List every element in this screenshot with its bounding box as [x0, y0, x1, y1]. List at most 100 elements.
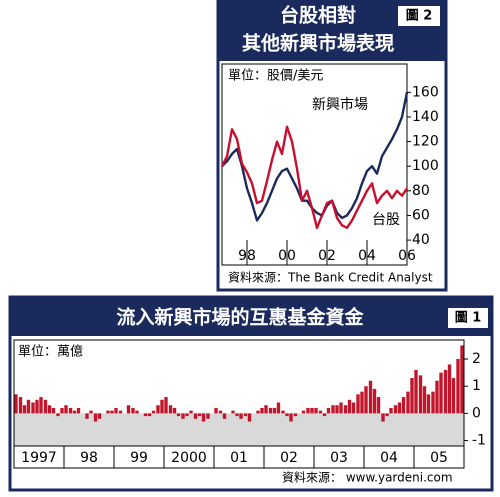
source: 資料來源： www.yardeni.com [282, 471, 453, 485]
bar [218, 410, 223, 414]
bar [276, 402, 281, 414]
chart-subtitle: 其他新興市場表現 [242, 32, 394, 55]
y-tick-label: 0 [472, 405, 481, 421]
x-tick-label: 1997 [21, 450, 57, 466]
bar [18, 397, 23, 414]
bar [72, 410, 77, 414]
bar [22, 405, 27, 414]
bar [206, 413, 210, 419]
bar [43, 399, 48, 414]
bar [214, 407, 218, 414]
unit-label: 單位：股價/美元 [228, 69, 323, 84]
bar [256, 410, 260, 414]
bar [118, 410, 123, 414]
bar [310, 407, 314, 414]
x-tick-label: 04 [380, 450, 398, 466]
x-tick-label: 05 [430, 450, 448, 466]
bar [456, 359, 460, 414]
bar [447, 364, 452, 414]
chart-title: 台股相對 [280, 4, 356, 27]
bar [410, 378, 414, 414]
x-tick-label: 01 [230, 450, 248, 466]
bar [131, 407, 135, 414]
bar [181, 413, 185, 419]
bar [368, 380, 373, 414]
bar [364, 386, 368, 414]
bar [89, 410, 93, 414]
bar [264, 405, 268, 414]
bar [335, 405, 339, 414]
bar [231, 410, 235, 414]
bar [331, 405, 335, 414]
bar [239, 413, 243, 419]
bar [460, 345, 464, 414]
bar [14, 394, 18, 414]
bar [39, 397, 43, 414]
bar [351, 402, 356, 414]
bar [301, 410, 306, 414]
bar [356, 394, 360, 414]
bar [451, 378, 456, 414]
series-line [220, 125, 408, 229]
bar [176, 413, 181, 417]
bar [193, 413, 198, 419]
series-label: 台股 [372, 212, 400, 228]
bar [164, 397, 168, 414]
bar [201, 413, 206, 422]
bar [306, 407, 310, 414]
figure-label-box [398, 6, 440, 26]
bar [243, 413, 248, 417]
y-tick-label: 100 [412, 158, 439, 174]
unit-label: 單位：萬億 [18, 344, 83, 360]
bar [339, 402, 343, 414]
bar [35, 399, 39, 414]
figure-label: 圖 1 [455, 310, 482, 326]
bar [418, 375, 423, 414]
bar [439, 372, 443, 414]
bar [168, 405, 173, 414]
y-tick-label: 60 [412, 207, 430, 223]
plot-frame [13, 339, 465, 469]
bar [135, 410, 139, 414]
bar [322, 413, 327, 417]
bar [318, 410, 323, 414]
bar [293, 413, 298, 417]
y-tick-label: -1 [472, 433, 486, 449]
source: 資料來源：The Bank Credit Analyst [228, 271, 433, 285]
x-tick-label: 02 [280, 450, 298, 466]
bar [314, 407, 318, 414]
bar [76, 407, 81, 414]
bar [51, 407, 56, 414]
bar [114, 407, 118, 414]
bar [326, 407, 331, 414]
bar [172, 407, 177, 414]
bar [385, 413, 389, 417]
x-tick-label: 00 [278, 248, 296, 264]
bar [197, 413, 202, 417]
x-tick-label: 04 [358, 248, 376, 264]
bar [347, 399, 352, 414]
bar [268, 407, 273, 414]
bar [289, 413, 293, 422]
bar [260, 407, 264, 414]
bar [47, 405, 52, 414]
bar [68, 407, 73, 414]
bar [406, 391, 410, 414]
figure-label: 圖 2 [406, 8, 433, 24]
x-tick-label: 03 [330, 450, 348, 466]
bar [64, 405, 68, 414]
y-tick-label: 2 [472, 351, 481, 367]
bar [372, 388, 377, 414]
bar [147, 413, 152, 417]
y-tick-label: 80 [412, 183, 430, 199]
bar [56, 413, 60, 417]
bar [60, 407, 64, 414]
bar [431, 391, 435, 414]
figure-label-box [448, 308, 488, 328]
x-tick-label: 06 [398, 248, 416, 264]
bar [110, 410, 114, 414]
x-tick-label: 2000 [171, 450, 207, 466]
bar [235, 413, 239, 417]
bar [156, 405, 160, 414]
bar [93, 413, 98, 422]
